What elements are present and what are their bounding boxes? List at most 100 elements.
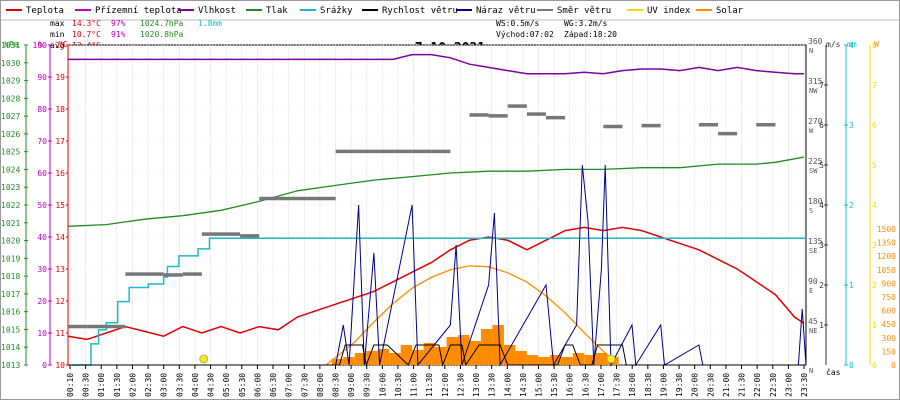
x-tick-label: 06:00 [253, 373, 262, 397]
stat-min-label: min [50, 30, 65, 39]
legend-item: Náraz větru [456, 6, 536, 16]
legend-label: Přízemní teplota [95, 6, 182, 16]
solar-bar [469, 341, 481, 365]
humidity-tick: 50 [37, 201, 47, 210]
stat-max-press: 1024.7hPa [140, 19, 184, 28]
x-tick-label: 02:00 [128, 373, 137, 397]
humidity-tick: 20 [37, 297, 47, 306]
x-tick-label: 05:00 [222, 373, 231, 397]
x-tick-label: 04:30 [207, 373, 216, 397]
wind-speed-line [68, 344, 806, 367]
humidity-tick: 40 [37, 233, 47, 242]
x-tick-label: 22:30 [769, 373, 778, 397]
wind-speed-tick: 2 [819, 281, 824, 290]
uv-tick: 7 [872, 81, 877, 90]
temp-tick: 16 [55, 169, 65, 178]
x-tick-label: 07:30 [300, 373, 309, 397]
solar-bar [549, 355, 562, 365]
wind-speed-tick: 7 [819, 81, 824, 90]
wind-dir-marker [316, 196, 336, 201]
gust-line [68, 164, 807, 367]
legend-label: Solar [716, 6, 744, 16]
solar-bar [458, 335, 470, 365]
legend-label: Směr větru [557, 6, 611, 16]
temp-tick: 17 [55, 137, 65, 146]
axis-unit-mm: mm [847, 40, 857, 49]
humidity-tick: 70 [37, 137, 47, 146]
wind-info-sunset: Západ:18:20 [564, 30, 617, 39]
pressure-tick: 1021 [1, 219, 20, 228]
humidity-tick: 80 [37, 105, 47, 114]
wind-dir-marker [469, 113, 489, 117]
humidity-tick: 60 [37, 169, 47, 178]
temp-tick: 10 [55, 361, 65, 370]
legend-item: Směr větru [537, 6, 611, 16]
wind-dir-marker [259, 196, 279, 201]
wind-dir-tick: 225 [808, 157, 823, 166]
x-tick-label: 19:30 [675, 373, 684, 397]
solar-bar [331, 359, 344, 365]
pressure-tick: 1015 [1, 325, 20, 334]
solar-tick: 450 [882, 320, 897, 329]
wind-dir-compass: SW [809, 167, 818, 175]
humidity-line [68, 53, 805, 75]
x-tick-label: 01:00 [97, 373, 106, 397]
wind-speed-tick: 1 [819, 321, 824, 330]
wind-speed-tick: 3 [819, 241, 824, 250]
solar-bar [515, 351, 527, 365]
stat-min-press: 1020.8hPa [140, 30, 184, 39]
uv-tick: 3 [872, 241, 877, 250]
wind-dir-tick: 315 [808, 77, 823, 86]
rain-tick: 1 [849, 281, 854, 290]
solar-bar [377, 349, 390, 365]
x-tick-label: 11:00 [410, 373, 419, 397]
solar-tick: 1200 [877, 252, 896, 261]
x-tick-label: 19:00 [659, 373, 668, 397]
stat-avg-label: avg [50, 41, 65, 50]
solar-line [325, 265, 620, 366]
humidity-tick: 100 [33, 41, 48, 50]
wind-dir-marker [756, 123, 776, 127]
x-tick-label: 00:10 [66, 373, 75, 397]
temp-tick: 15 [55, 201, 65, 210]
wind-dir-marker [373, 149, 394, 154]
wind-dir-marker [354, 149, 374, 154]
wind-speed-tick: 6 [819, 121, 824, 130]
wind-dir-marker [68, 324, 88, 329]
sun-marker [199, 354, 209, 364]
x-tick-label: 11:30 [425, 373, 434, 397]
wind-dir-marker [278, 196, 298, 201]
legend-item: Teplota [6, 6, 64, 16]
rain-tick: 4 [849, 41, 854, 50]
wind-dir-compass: NW [809, 87, 818, 95]
pressure-tick: 1023 [1, 183, 20, 192]
solar-tick: 900 [882, 279, 897, 288]
x-tick-label: 22:00 [753, 373, 762, 397]
humidity-tick: 0 [42, 361, 47, 370]
wind-dir-marker [201, 232, 221, 236]
x-tick-label: 21:30 [738, 373, 747, 397]
humidity-tick: 10 [37, 329, 47, 338]
wind-dir-tick: 135 [808, 237, 823, 246]
x-tick-label: 10:30 [394, 373, 403, 397]
plot-area [67, 44, 807, 366]
wind-dir-tick: 180 [808, 197, 823, 206]
x-tick-label: 03:30 [175, 373, 184, 397]
temp-tick: 13 [55, 265, 65, 274]
legend-item: Srážky [300, 6, 353, 16]
uv-tick: 1 [872, 321, 877, 330]
x-tick-label: 15:00 [535, 373, 544, 397]
solar-bar [446, 337, 459, 365]
x-tick-label: 08:30 [331, 373, 340, 397]
x-tick-label: 20:30 [706, 373, 715, 397]
legend-item: Rychlost větru [362, 6, 458, 16]
solar-tick: 600 [882, 307, 897, 316]
x-tick-label: 14:00 [503, 373, 512, 397]
wind-dir-marker [144, 272, 164, 276]
pressure-tick: 1022 [1, 201, 20, 210]
x-tick-label: 12:00 [441, 373, 450, 397]
pressure-tick: 1013 [1, 361, 20, 370]
solar-bar [423, 343, 436, 365]
wind-info-wg: WG:3.2m/s [564, 19, 608, 28]
